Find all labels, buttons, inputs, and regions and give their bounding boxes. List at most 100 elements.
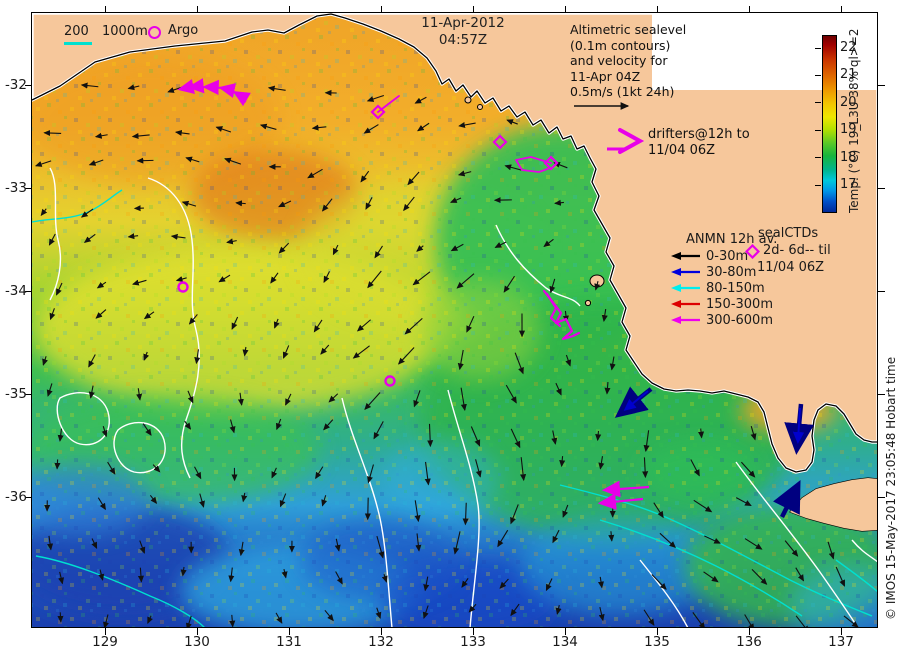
depth-arrow-icon: [671, 268, 700, 276]
y-tick-label: -35: [4, 386, 27, 403]
anmn-depth-label: 30-80m: [706, 264, 757, 280]
velocity-arrow: [88, 354, 96, 368]
y-tick: [25, 393, 32, 396]
velocity-arrow: [562, 504, 569, 518]
velocity-arrow: [313, 319, 323, 333]
y-tick: [25, 187, 32, 189]
velocity-arrow: [381, 573, 388, 583]
velocity-arrow: [555, 605, 562, 615]
velocity-arrow: [375, 607, 382, 620]
velocity-arrow: [275, 612, 283, 624]
velocity-arrow: [94, 132, 108, 139]
velocity-arrow: [458, 121, 476, 128]
sealctd-track: [377, 95, 400, 113]
colorbar-tick-label: 17: [840, 177, 857, 192]
velocity-arrow: [703, 571, 719, 583]
velocity-arrow: [365, 197, 373, 210]
velocity-arrow: [278, 242, 290, 254]
velocity-arrow: [374, 245, 383, 259]
velocity-arrow: [46, 383, 53, 397]
isobath-1000-label: 1000m: [102, 24, 148, 39]
velocity-arrow: [651, 574, 667, 590]
velocity-arrow: [643, 430, 650, 453]
x-tick-label: 130: [184, 634, 210, 650]
velocity-arrow: [54, 459, 61, 470]
velocity-arrow: [643, 609, 655, 626]
depth-arrow-icon: [671, 316, 700, 324]
velocity-arrow: [466, 315, 475, 333]
kangaroo-island: [789, 477, 878, 532]
x-tick-label: 136: [736, 634, 762, 650]
velocity-arrow: [504, 164, 522, 171]
velocity-arrow: [415, 533, 422, 552]
observations-layer: [177, 78, 815, 519]
velocity-arrow: [278, 200, 292, 208]
mooring-current-vector: [792, 407, 805, 444]
velocity-arrow: [231, 316, 239, 330]
velocity-arrow: [424, 461, 431, 486]
velocity-arrow: [698, 428, 705, 439]
depth-arrow-icon: [671, 300, 700, 308]
y-tick-right: [878, 290, 885, 292]
velocity-arrow: [184, 420, 192, 430]
velocity-arrow: [475, 459, 482, 478]
velocity-arrow: [751, 568, 768, 585]
velocity-arrow: [127, 233, 139, 240]
colorbar-tick: [815, 102, 821, 104]
velocity-arrow: [552, 529, 560, 544]
velocity-arrow: [228, 567, 235, 583]
colorbar-tick: [815, 184, 821, 186]
argo-float-marker: [384, 375, 396, 387]
y-tick-label: -32: [4, 77, 27, 93]
altimetric-note-line: 0.5m/s (1kt 24h): [570, 84, 675, 99]
velocity-arrow: [642, 457, 649, 479]
velocity-arrow: [601, 308, 608, 322]
isobath-200-label: 200: [64, 24, 89, 39]
velocity-arrow: [273, 318, 280, 329]
velocity-arrow: [450, 197, 462, 203]
anmn-legend-item: 30-80m: [670, 264, 757, 280]
velocity-arrow: [321, 495, 328, 507]
velocity-arrow: [499, 578, 509, 589]
velocity-arrow: [835, 566, 846, 587]
x-tick-label: 129: [92, 634, 118, 650]
velocity-arrow: [271, 467, 278, 479]
x-tick-label: 137: [828, 634, 854, 650]
velocity-arrow: [457, 349, 464, 371]
velocity-arrow: [412, 271, 431, 286]
seal-track: [545, 292, 562, 328]
velocity-arrow: [334, 538, 341, 552]
drifters-note: drifters@12h to 11/04 06Z: [648, 127, 750, 158]
velocity-arrow: [180, 566, 187, 577]
altimetric-note-line: (0.1m contours): [570, 37, 671, 53]
velocity-arrow: [34, 160, 52, 167]
velocity-arrow: [404, 317, 423, 335]
velocity-arrow: [414, 500, 421, 523]
velocity-arrow: [185, 615, 192, 628]
velocity-arrow: [559, 456, 566, 468]
velocity-arrow: [595, 430, 602, 442]
x-tick: [564, 628, 566, 635]
velocity-arrow: [80, 208, 94, 218]
velocity-arrow: [423, 576, 430, 592]
copyright-watermark: © IMOS 15-May-2017 23:05:48 Hobart time: [884, 356, 898, 620]
velocity-arrow: [282, 345, 290, 359]
velocity-arrow: [80, 82, 99, 89]
velocity-arrow: [238, 541, 245, 557]
velocity-arrow: [332, 244, 339, 256]
velocity-arrow: [242, 346, 249, 357]
velocity-arrow: [367, 270, 382, 289]
velocity-arrow: [549, 278, 556, 294]
mooring-current-vector: [623, 390, 649, 411]
velocity-arrow: [175, 276, 187, 282]
velocity-arrow: [598, 607, 605, 622]
y-tick: [25, 290, 32, 292]
colorbar-tick: [815, 129, 821, 131]
velocity-arrow: [506, 119, 518, 125]
velocity-arrow: [143, 351, 150, 361]
velocity-arrow: [47, 535, 54, 551]
sealctd-diamond-icon: [745, 244, 760, 259]
velocity-arrow: [285, 393, 292, 406]
velocity-arrow: [545, 578, 553, 592]
